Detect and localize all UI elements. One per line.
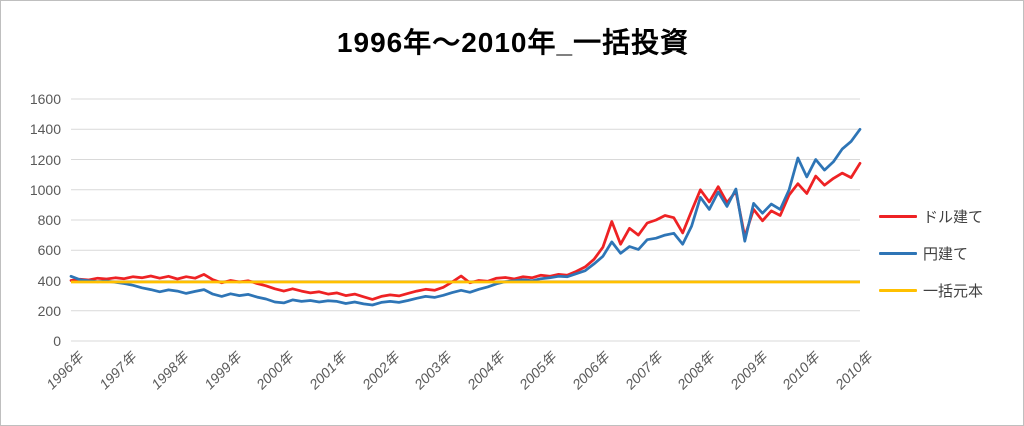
legend-line-swatch-yen (879, 251, 917, 255)
legend-label-principal: 一括元本 (923, 282, 984, 300)
legend-item-principal: 一括元本 (879, 278, 983, 302)
y-tick-label: 1400 (29, 121, 61, 138)
y-tick-label: 1000 (29, 181, 61, 198)
legend: ドル建て 円建て 一括元本 (879, 204, 983, 315)
y-tick-label: 0 (53, 333, 61, 349)
y-tick-label: 600 (37, 242, 61, 259)
y-tick-label: 1200 (29, 151, 61, 168)
y-tick-label: 400 (37, 272, 61, 289)
legend-label-dollar: ドル建て (923, 208, 984, 226)
legend-line-swatch-dollar (879, 214, 917, 218)
y-tick-label: 800 (37, 212, 61, 228)
legend-label-yen: 円建て (923, 245, 969, 263)
series-line-1 (69, 127, 862, 307)
legend-item-yen: 円建て (879, 241, 983, 265)
series-line-0 (69, 161, 862, 301)
legend-line-swatch-principal (879, 288, 917, 292)
chart-title: 1996年～2010年_一括投資 (336, 27, 690, 58)
y-tick-label: 200 (37, 302, 61, 319)
y-tick-label: 1600 (29, 91, 61, 107)
legend-item-dollar: ドル建て (879, 204, 983, 228)
